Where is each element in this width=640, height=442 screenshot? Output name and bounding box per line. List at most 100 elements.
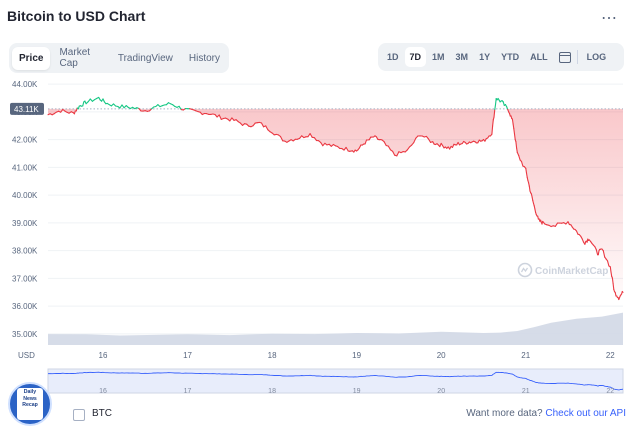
price-segment [467, 141, 470, 145]
price-segment [60, 108, 64, 113]
price-segment [246, 123, 250, 127]
range-1d[interactable]: 1D [387, 52, 399, 62]
price-segment [77, 105, 80, 110]
price-segment [117, 105, 121, 109]
price-segment [494, 104, 497, 111]
price-segment [575, 230, 579, 235]
price-segment [58, 110, 62, 113]
price-segment [617, 297, 620, 301]
price-segment [66, 111, 70, 114]
log-scale-button[interactable]: LOG [586, 52, 607, 62]
price-segment [491, 125, 494, 135]
price-segment [404, 149, 408, 153]
price-segment [195, 110, 199, 113]
price-segment [99, 99, 103, 102]
price-segment [205, 113, 210, 115]
price-segment [330, 143, 334, 147]
price-segment [182, 108, 186, 111]
price-segment [47, 113, 51, 116]
price-segment [84, 100, 87, 105]
price-segment [510, 115, 513, 120]
price-segment [132, 106, 136, 110]
price-segment [275, 133, 279, 136]
price-segment [611, 275, 613, 279]
price-segment [544, 223, 548, 226]
range-3m[interactable]: 3M [455, 52, 469, 62]
price-segment [115, 105, 119, 108]
price-segment [594, 246, 597, 250]
price-segment [151, 106, 155, 110]
price-segment [601, 248, 604, 252]
price-segment [570, 224, 573, 228]
price-segment [437, 144, 441, 148]
price-segment [481, 138, 485, 142]
price-segment [165, 102, 170, 106]
price-segment [614, 291, 617, 297]
price-segment [322, 142, 326, 147]
price-segment [229, 117, 233, 122]
chart-tabs: Price Market Cap TradingView History [9, 43, 229, 73]
price-segment [457, 141, 461, 146]
logo-text: Daily News Recap [17, 388, 43, 420]
price-segment [136, 107, 140, 110]
price-segment [443, 146, 446, 149]
navigator: 16 17 18 19 20 21 22 [47, 368, 624, 395]
price-segment [506, 106, 509, 111]
price-segment [345, 146, 349, 152]
price-segment [258, 121, 263, 124]
price-segment [290, 139, 294, 142]
more-dots-icon[interactable]: ⋯ [601, 10, 618, 27]
price-segment [244, 123, 248, 125]
tab-tradingview[interactable]: TradingView [117, 52, 173, 64]
price-segment [523, 166, 527, 169]
price-segment [530, 192, 532, 195]
x-axis: 16 17 18 19 20 21 22 [99, 351, 616, 360]
calendar-icon[interactable] [558, 51, 571, 63]
price-segment [271, 132, 275, 136]
price-segment [79, 105, 83, 107]
range-ytd[interactable]: YTD [501, 52, 520, 62]
price-segment [477, 139, 480, 144]
daily-news-recap-logo[interactable]: Daily News Recap [8, 382, 52, 426]
range-7d[interactable]: 7D [404, 47, 427, 67]
range-1m[interactable]: 1M [432, 52, 445, 62]
price-segment [442, 145, 445, 149]
navigator-tick-label: 18 [268, 388, 276, 395]
tab-market-cap[interactable]: Market Cap [59, 47, 91, 69]
range-1y[interactable]: 1Y [479, 52, 491, 62]
price-segment [374, 135, 377, 138]
price-segment [609, 266, 612, 273]
api-promo: Want more data? Check out our API [466, 408, 626, 419]
price-segment [532, 202, 535, 207]
price-segment [406, 146, 411, 151]
price-segment [235, 119, 239, 123]
price-segment [62, 108, 66, 112]
range-all[interactable]: ALL [530, 52, 548, 62]
price-segment [127, 106, 131, 110]
btc-legend-label: BTC [92, 408, 112, 419]
price-segment [353, 149, 356, 153]
price-segment [552, 225, 556, 227]
api-link[interactable]: Check out our API [545, 408, 626, 419]
y-tick-label: 38.00K [12, 247, 38, 256]
price-segment [530, 193, 533, 198]
price-segment [485, 137, 489, 140]
price-segment [461, 140, 465, 145]
price-segment [341, 147, 345, 151]
price-segment [582, 241, 586, 245]
price-segment [591, 242, 594, 246]
price-segment [296, 137, 301, 140]
price-segment [313, 137, 318, 142]
y-tick-label: 44.00K [12, 80, 38, 89]
tab-price[interactable]: Price [12, 46, 51, 70]
tab-history[interactable]: History [188, 52, 220, 64]
price-segment [610, 271, 613, 277]
price-segment [613, 291, 616, 293]
price-segment [148, 108, 153, 112]
btc-checkbox[interactable] [73, 409, 85, 421]
price-segment [110, 103, 115, 107]
price-segment [191, 108, 195, 111]
price-segment [529, 190, 532, 194]
navigator-tick-label: 20 [437, 388, 445, 395]
price-segment [563, 222, 567, 225]
